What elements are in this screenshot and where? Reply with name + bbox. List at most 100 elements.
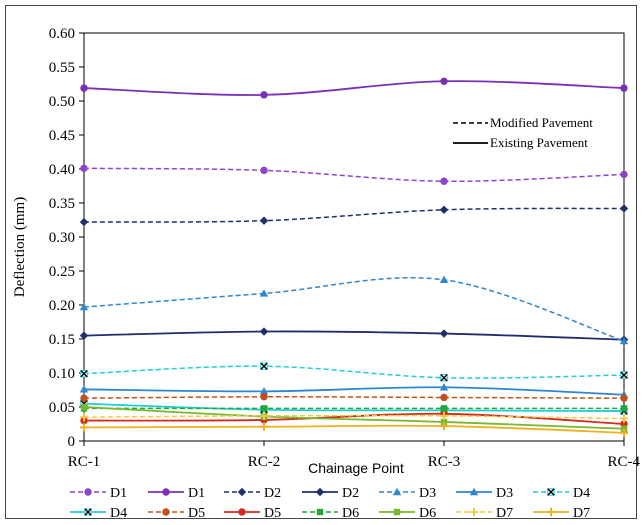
x-tick-label: RC-1: [68, 454, 101, 470]
data-point: [440, 405, 448, 412]
series-line: [83, 386, 625, 396]
data-point: [620, 84, 628, 92]
series-d4-modified: [80, 362, 628, 382]
y-tick-label: 0.05: [49, 400, 75, 416]
series-line: [83, 424, 625, 434]
data-point: [80, 403, 88, 411]
figure-frame: [5, 5, 637, 519]
y-tick-label: 0.45: [49, 128, 75, 144]
data-point: [440, 77, 448, 85]
data-point: [79, 331, 89, 340]
legend-item-d4-existing: D4: [70, 506, 127, 521]
y-tick-label: 0.20: [49, 298, 75, 314]
legend-swatch-marker: [315, 487, 325, 497]
series-d7-existing: [79, 421, 629, 438]
legend-swatch-marker: [392, 487, 402, 496]
legend-swatch-marker: [162, 508, 170, 516]
series-line: [83, 402, 625, 412]
y-tick-label: 0.30: [49, 230, 75, 246]
legend-item-d7-existing: D7: [533, 506, 590, 521]
series-d3-existing: [79, 383, 629, 398]
data-point: [440, 374, 448, 382]
data-point: [440, 177, 448, 185]
legend-item-d3-existing: D3: [456, 486, 513, 501]
series-line: [83, 406, 625, 430]
legend-label: D1: [188, 486, 205, 501]
existing-legend-label: Existing Pavement: [490, 135, 588, 150]
data-point: [260, 91, 268, 99]
legend-swatch-marker: [469, 507, 479, 517]
data-point: [79, 217, 89, 227]
series-line: [83, 412, 625, 425]
data-point: [620, 394, 628, 402]
y-axis-title: Deflection (mm): [12, 197, 28, 297]
series-d2-existing: [79, 327, 629, 344]
legend-swatch-marker: [84, 488, 92, 496]
data-point: [79, 413, 89, 422]
legend-item-d2-modified: D2: [224, 486, 281, 501]
legend-label: D2: [264, 486, 281, 501]
x-axis-ticks: RC-1 RC-2 RC-3 RC-4: [68, 441, 640, 470]
data-point: [439, 205, 449, 214]
plot-border: [83, 32, 625, 442]
plot-area: [83, 32, 625, 442]
legend-label: D5: [188, 506, 205, 521]
legend-label: D6: [342, 506, 359, 521]
series-line: [83, 365, 625, 379]
y-tick-label: 0.40: [49, 162, 75, 178]
data-point: [439, 383, 449, 391]
legend-swatch-marker: [238, 508, 246, 516]
legend-item-d1-existing: D1: [148, 486, 205, 501]
data-point: [620, 170, 628, 179]
series-d7-modified: [79, 411, 629, 423]
data-point: [79, 385, 89, 393]
data-point: [79, 302, 89, 311]
data-point: [439, 275, 449, 284]
series-line: [83, 277, 625, 342]
data-point: [259, 327, 269, 336]
data-point: [260, 393, 268, 401]
data-point: [260, 362, 268, 370]
data-point: [620, 405, 628, 412]
series-line: [83, 80, 625, 96]
x-tick-label: RC-3: [428, 454, 461, 470]
legend-label: D7: [573, 506, 590, 521]
legend-item-d3-modified: D3: [379, 486, 436, 501]
y-tick-label: 0.60: [49, 26, 75, 42]
y-tick-label: 0.25: [49, 264, 75, 280]
data-point: [80, 369, 88, 378]
legend-label: D2: [342, 486, 359, 501]
legend-label: D4: [573, 486, 590, 501]
legend-item-d1-modified: D1: [70, 486, 127, 501]
series-line: [83, 207, 625, 223]
data-point: [260, 166, 268, 175]
data-point: [259, 411, 269, 421]
data-point: [619, 204, 629, 213]
legend-item-d5-modified: D5: [148, 506, 205, 521]
data-point: [619, 336, 629, 345]
data-point: [259, 289, 269, 297]
y-tick-label: 0.35: [49, 196, 75, 212]
data-point: [619, 428, 629, 438]
series-d1-modified: [80, 164, 628, 185]
legend-swatch-marker: [316, 508, 324, 516]
data-point: [440, 393, 448, 402]
data-point: [80, 164, 88, 173]
data-point: [259, 216, 269, 225]
legend-label: D6: [419, 506, 436, 521]
data-point: [439, 411, 449, 421]
legend-item-d6-existing: D6: [379, 506, 436, 521]
y-tick-label: 0: [68, 434, 76, 450]
series-d2-modified: [79, 204, 629, 227]
data-point: [439, 421, 449, 431]
legend-label: D3: [496, 486, 513, 501]
legend-label: D1: [110, 486, 127, 501]
series-d3-modified: [79, 275, 629, 345]
data-point: [259, 422, 269, 431]
legend-item-d4-modified: D4: [533, 486, 590, 501]
data-point: [259, 387, 269, 395]
y-tick-label: 0.15: [49, 332, 75, 348]
legend-swatch-marker: [84, 508, 92, 516]
y-tick-label: 0.55: [49, 60, 75, 76]
